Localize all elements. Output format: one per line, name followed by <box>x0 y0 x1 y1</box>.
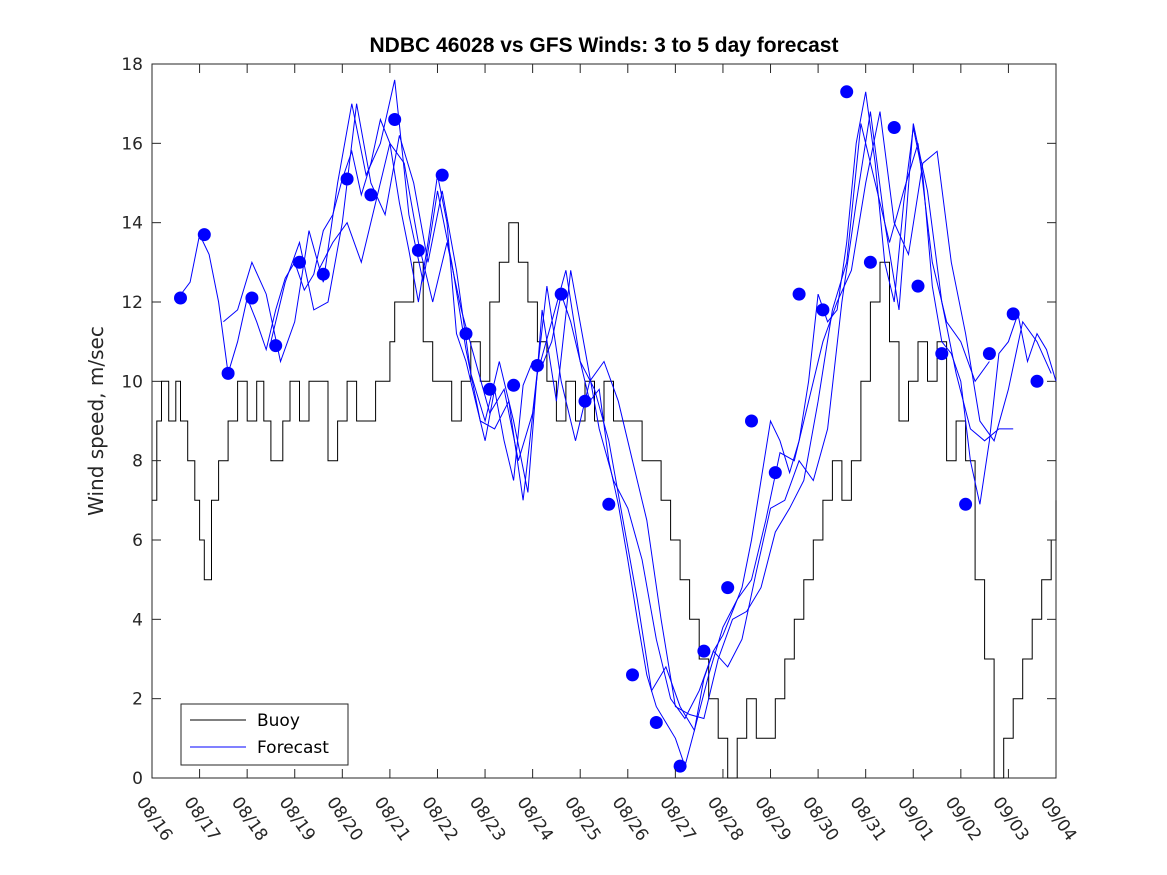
legend-box <box>180 703 349 766</box>
forecast-marker <box>411 243 425 257</box>
forecast-marker <box>174 291 187 305</box>
y-tick-label: 10 <box>121 372 143 392</box>
forecast-marker <box>1030 374 1044 388</box>
forecast-marker <box>816 303 830 317</box>
forecast-markers <box>174 85 1044 773</box>
forecast-line-4 <box>318 123 990 720</box>
forecast-marker <box>768 466 782 480</box>
forecast-marker <box>745 414 758 428</box>
forecast-marker <box>959 497 973 511</box>
y-tick-label: 6 <box>132 531 143 551</box>
legend-buoy-label: Buoy <box>257 711 300 731</box>
forecast-marker <box>721 581 735 595</box>
forecast-marker <box>435 168 449 182</box>
forecast-line-3 <box>270 103 1014 720</box>
y-tick-label: 12 <box>121 293 143 313</box>
forecast-marker <box>316 267 330 281</box>
y-axis-label: Wind speed, m/sec <box>84 326 108 516</box>
forecast-series <box>177 79 1057 768</box>
forecast-marker <box>1006 307 1020 321</box>
buoy-line <box>152 222 1057 779</box>
forecast-marker <box>602 497 616 511</box>
y-tick-label: 2 <box>132 690 143 710</box>
forecast-marker <box>221 366 235 380</box>
forecast-marker <box>245 291 259 305</box>
forecast-marker <box>269 339 283 353</box>
forecast-marker <box>293 255 306 269</box>
legend: Buoy Forecast <box>180 703 349 766</box>
forecast-marker <box>507 378 521 392</box>
forecast-marker <box>388 113 402 126</box>
forecast-marker <box>887 121 901 134</box>
forecast-marker <box>911 279 925 293</box>
y-tick-label: 0 <box>132 769 143 789</box>
y-axis: 0 2 4 6 8 10 12 14 16 18 <box>121 55 1056 789</box>
forecast-line-2 <box>223 79 1052 732</box>
forecast-marker <box>483 382 497 396</box>
legend-forecast-label: Forecast <box>257 738 329 758</box>
y-tick-label: 14 <box>121 214 143 234</box>
forecast-marker <box>863 255 877 269</box>
forecast-marker <box>340 172 354 186</box>
forecast-line-1 <box>177 91 1057 768</box>
forecast-marker <box>935 347 949 361</box>
forecast-marker <box>792 287 806 301</box>
y-tick-label: 8 <box>132 452 143 472</box>
forecast-marker <box>459 327 473 341</box>
forecast-marker <box>982 347 996 361</box>
forecast-marker <box>649 716 663 729</box>
forecast-marker <box>673 759 687 773</box>
forecast-marker <box>840 85 854 99</box>
forecast-marker <box>697 644 711 658</box>
y-tick-label: 16 <box>121 134 143 154</box>
y-tick-label: 4 <box>132 610 143 630</box>
y-tick-label: 18 <box>121 55 143 75</box>
chart-title: NDBC 46028 vs GFS Winds: 3 to 5 day fore… <box>370 34 839 57</box>
forecast-marker <box>197 228 211 242</box>
forecast-marker <box>530 359 544 372</box>
forecast-marker <box>554 287 568 301</box>
forecast-marker <box>364 188 378 202</box>
forecast-marker <box>578 394 592 408</box>
buoy-series <box>152 222 1057 779</box>
forecast-marker <box>626 668 639 682</box>
